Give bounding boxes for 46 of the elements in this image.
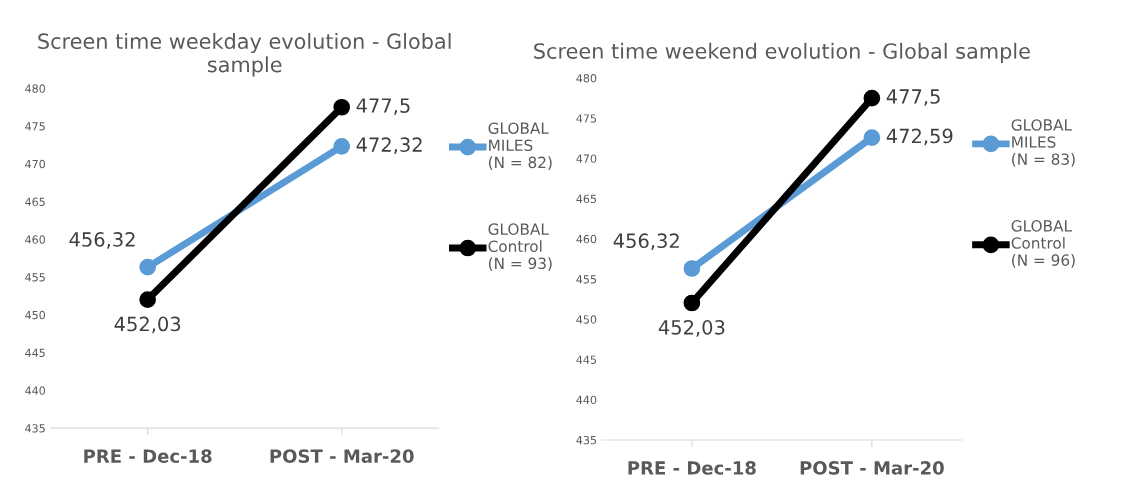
legend-label: GLOBAL MILES (N = 82) bbox=[488, 122, 552, 170]
x-tick-label: POST - Mar-20 bbox=[270, 449, 414, 463]
y-tick-label: 480 bbox=[576, 74, 597, 83]
y-tick-label: 470 bbox=[576, 154, 597, 163]
y-tick-label: 455 bbox=[576, 275, 597, 284]
y-tick-label: 475 bbox=[576, 114, 597, 123]
chart-title: Screen time weekday evolution - Global sample bbox=[38, 32, 451, 77]
x-tick-label: PRE - Dec-18 bbox=[628, 461, 756, 475]
data-label: 452,03 bbox=[658, 320, 725, 337]
y-tick-label: 440 bbox=[25, 386, 46, 395]
y-tick-label: 480 bbox=[25, 84, 46, 93]
data-label: 472,59 bbox=[886, 128, 953, 146]
data-label: 452,03 bbox=[114, 316, 181, 334]
y-tick-label: 460 bbox=[25, 235, 46, 244]
y-tick-label: 440 bbox=[576, 395, 597, 405]
legend-label: GLOBAL Control (N = 96) bbox=[1011, 220, 1075, 268]
y-tick-label: 470 bbox=[25, 159, 46, 169]
point bbox=[139, 291, 156, 308]
y-tick-label: 435 bbox=[25, 424, 45, 433]
y-tick-label: 445 bbox=[25, 348, 45, 358]
legend-label: GLOBAL MILES (N = 83) bbox=[1011, 119, 1075, 167]
point bbox=[139, 258, 156, 276]
point bbox=[863, 129, 881, 146]
y-tick-label: 475 bbox=[25, 122, 45, 131]
point bbox=[863, 89, 881, 107]
data-label: 477,5 bbox=[886, 89, 940, 106]
point bbox=[333, 98, 351, 116]
y-tick-label: 465 bbox=[576, 194, 597, 204]
legend-label: GLOBAL Control (N = 93) bbox=[488, 223, 552, 271]
point bbox=[683, 294, 701, 312]
data-label: 477,5 bbox=[356, 98, 410, 115]
x-tick-label: PRE - Dec-18 bbox=[84, 449, 212, 463]
data-label: 456,32 bbox=[613, 233, 679, 251]
y-tick-label: 450 bbox=[576, 315, 597, 324]
x-tick-label: POST - Mar-20 bbox=[800, 461, 944, 475]
y-tick-label: 465 bbox=[25, 197, 45, 207]
point bbox=[683, 260, 701, 277]
data-label: 456,32 bbox=[69, 232, 135, 249]
y-tick-label: 455 bbox=[25, 273, 45, 282]
y-tick-label: 445 bbox=[576, 355, 597, 364]
point bbox=[333, 138, 351, 155]
y-tick-label: 450 bbox=[25, 310, 46, 320]
y-tick-label: 435 bbox=[576, 435, 597, 445]
data-label: 472,32 bbox=[356, 137, 422, 154]
chart-title: Screen time weekend evolution - Global sample bbox=[534, 42, 1030, 63]
y-tick-label: 460 bbox=[576, 234, 597, 244]
